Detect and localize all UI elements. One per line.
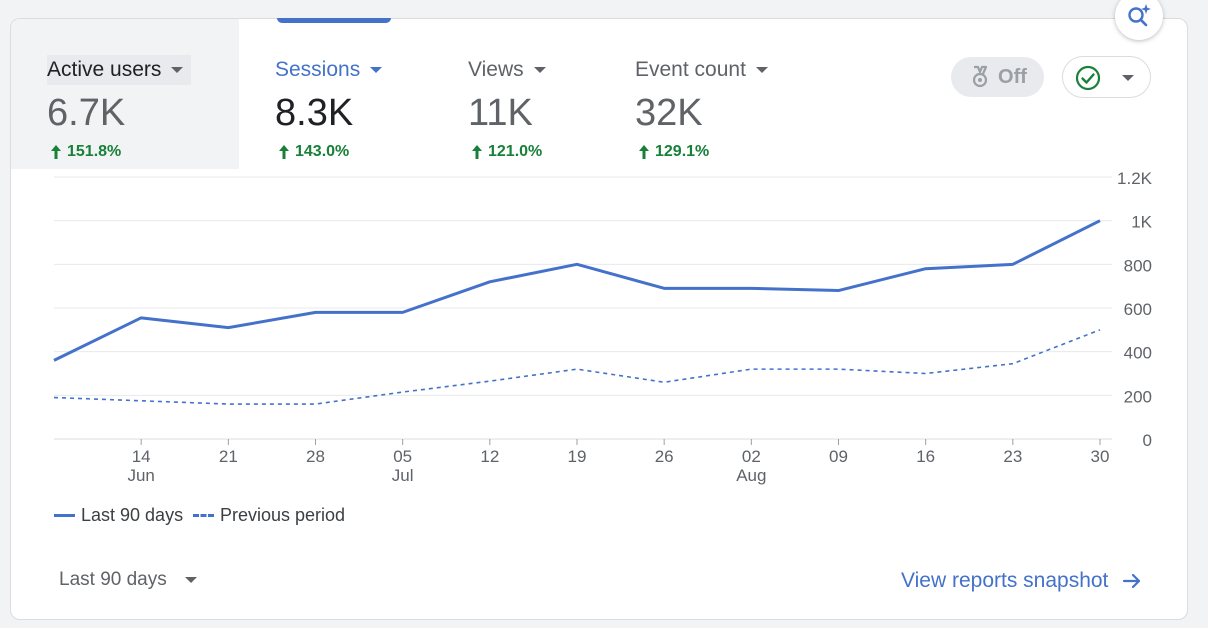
x-tick-label: 28 xyxy=(306,447,325,466)
legend-dashed-swatch xyxy=(193,514,214,517)
tab-label-views: Views xyxy=(468,55,546,85)
y-tick-label: 0 xyxy=(1143,431,1152,450)
insights-button[interactable] xyxy=(1115,0,1163,40)
tab-label-event-count: Event count xyxy=(635,55,768,85)
chevron-down-icon xyxy=(171,67,184,73)
metric-change-active-users: 151.8% xyxy=(49,143,121,161)
x-tick-label: 30 xyxy=(1091,447,1110,466)
x-month-label: Aug xyxy=(736,466,766,485)
y-tick-label: 1K xyxy=(1131,213,1152,232)
legend-solid-swatch xyxy=(54,514,75,517)
x-month-label: Jun xyxy=(127,466,154,485)
metric-value-sessions: 8.3K xyxy=(275,92,354,134)
x-tick-label: 09 xyxy=(829,447,848,466)
view-reports-snapshot-link[interactable]: View reports snapshot xyxy=(901,569,1142,593)
x-tick-label: 21 xyxy=(219,447,238,466)
anomaly-toggle[interactable]: Off xyxy=(951,57,1044,97)
tab-event-count[interactable]: Event count 32K 129.1% xyxy=(596,19,806,169)
arrow-up-icon xyxy=(639,145,649,159)
legend-item-last-90-days: Last 90 days xyxy=(54,505,183,526)
ribbon-award-icon xyxy=(972,65,988,88)
x-tick-label: 19 xyxy=(568,447,587,466)
compare-select[interactable] xyxy=(1062,56,1151,98)
x-tick-label: 23 xyxy=(1003,447,1022,466)
x-tick-label: 12 xyxy=(480,447,499,466)
y-tick-label: 200 xyxy=(1124,387,1152,406)
line-chart: 0 200 400 600 800 1K 1.2K 14 21 28 05 12 19 26 02 09 16 2… xyxy=(53,169,1153,485)
chevron-down-icon xyxy=(370,67,383,73)
metric-value-active-users: 6.7K xyxy=(47,92,126,134)
y-tick-label: 800 xyxy=(1124,256,1152,275)
legend-item-previous-period: Previous period xyxy=(193,505,345,526)
tab-active-users[interactable]: Active users 6.7K 151.8% xyxy=(11,19,239,169)
chevron-down-icon xyxy=(184,577,197,583)
metric-change-event-count: 129.1% xyxy=(637,143,709,161)
date-range-select[interactable]: Last 90 days xyxy=(59,569,197,591)
metric-change-sessions: 143.0% xyxy=(277,143,349,161)
metric-value-event-count: 32K xyxy=(635,92,703,134)
arrow-up-icon xyxy=(51,145,61,159)
chevron-down-icon xyxy=(1122,75,1134,81)
tab-views[interactable]: Views 11K 121.0% xyxy=(429,19,596,169)
series-previous-period-line xyxy=(53,329,1101,405)
chevron-down-icon xyxy=(533,67,546,73)
y-tick-label: 400 xyxy=(1124,344,1152,363)
tab-sessions[interactable]: Sessions 8.3K 143.0% xyxy=(239,19,429,169)
y-tick-label: 1.2K xyxy=(1117,169,1153,188)
x-month-label: Jul xyxy=(392,466,414,485)
x-tick-label: 14 xyxy=(132,447,151,466)
tab-label-sessions: Sessions xyxy=(275,55,383,85)
x-tick-label: 02 xyxy=(742,447,761,466)
x-tick-label: 26 xyxy=(655,447,674,466)
x-tick-label: 16 xyxy=(916,447,935,466)
metric-change-views: 121.0% xyxy=(470,143,542,161)
arrow-up-icon xyxy=(279,145,289,159)
x-tick-label: 05 xyxy=(393,447,412,466)
series-last-90-days-line xyxy=(53,219,1101,362)
tab-label-active-users: Active users xyxy=(47,55,192,85)
selected-tab-indicator xyxy=(277,18,391,23)
overview-card: Active users 6.7K 151.8% Sessions 8.3K 1… xyxy=(10,18,1188,620)
check-circle-icon xyxy=(1075,65,1101,91)
metric-value-views: 11K xyxy=(468,92,533,134)
chevron-down-icon xyxy=(755,67,768,73)
sparkle-search-icon xyxy=(1128,4,1151,27)
arrow-right-icon xyxy=(1123,573,1141,589)
y-tick-label: 600 xyxy=(1124,300,1152,319)
arrow-up-icon xyxy=(472,145,482,159)
